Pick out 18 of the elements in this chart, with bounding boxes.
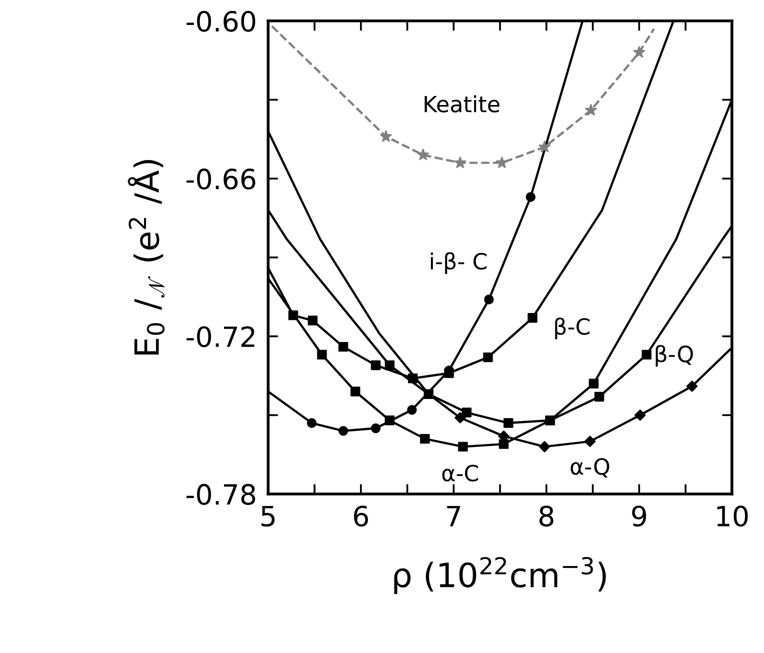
series-label: β-Q [656, 345, 693, 367]
x-axis-title: ρ (10$^{22}$cm$^{−3}$) [394, 556, 606, 594]
x-tick-label: 7 [447, 506, 460, 526]
y-tick-label: -0.72 [186, 326, 254, 348]
series-label: α-C [442, 464, 478, 482]
x-tick-label: 6 [354, 506, 368, 527]
y-tick-label: -0.66 [186, 168, 256, 190]
x-tick-label: 8 [539, 506, 554, 527]
x-tick-label: 10 [717, 506, 748, 527]
series-label: α-Q [570, 458, 610, 478]
y-tick-label: -0.78 [186, 484, 256, 505]
series-label: i-β- C [430, 252, 487, 274]
x-tick-label: 9 [632, 506, 646, 527]
y-axis-title: E$_{0}$ /$_{𝒩}$ (e$^{2}$ /Å) [128, 160, 165, 355]
y-tick-label: -0.60 [186, 10, 256, 32]
series-label: β-C [555, 318, 590, 340]
x-tick-label: 5 [261, 506, 275, 527]
series-label: Keatite [424, 95, 500, 112]
